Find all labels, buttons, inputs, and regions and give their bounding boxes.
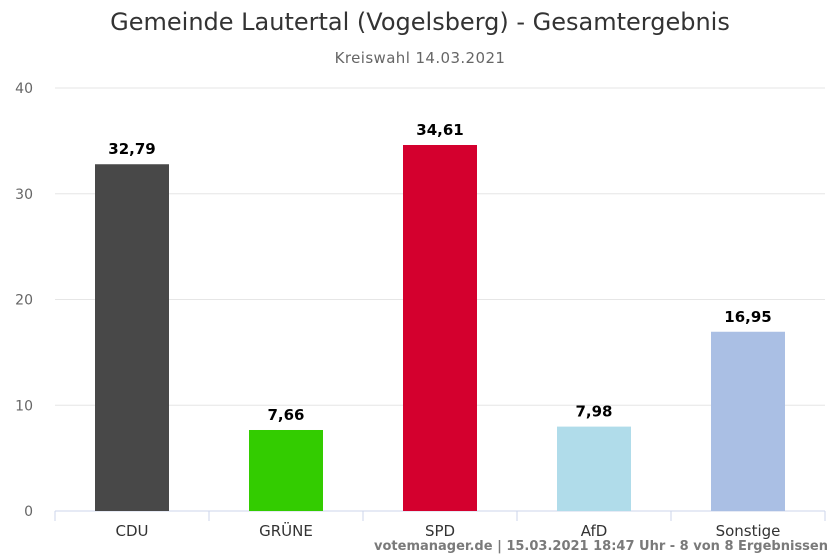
y-tick-label: 10 [15, 398, 33, 414]
y-tick-label: 30 [15, 187, 33, 203]
x-tick-label: AfD [581, 522, 608, 540]
data-label: 7,66 [267, 406, 304, 424]
data-label: 32,79 [108, 140, 155, 158]
x-tick-label: CDU [115, 522, 148, 540]
y-tick-label: 20 [15, 293, 33, 309]
bar-afd [557, 426, 631, 511]
bar-sonstige [711, 331, 785, 511]
bar-cdu [95, 164, 169, 512]
y-tick-label: 0 [24, 504, 33, 520]
chart-subtitle: Kreiswahl 14.03.2021 [334, 49, 506, 67]
chart-title: Gemeinde Lautertal (Vogelsberg) - Gesamt… [110, 8, 730, 36]
credits-text[interactable]: votemanager.de | 15.03.2021 18:47 Uhr - … [374, 539, 828, 554]
y-tick-label: 40 [15, 81, 33, 97]
data-label: 34,61 [416, 121, 463, 139]
bar-spd [403, 144, 477, 511]
x-tick-label: Sonstige [716, 522, 781, 540]
data-label: 7,98 [575, 403, 612, 421]
bar-grne [249, 429, 323, 511]
data-label: 16,95 [724, 308, 771, 326]
x-tick-label: GRÜNE [259, 521, 313, 540]
x-tick-label: SPD [425, 522, 455, 540]
